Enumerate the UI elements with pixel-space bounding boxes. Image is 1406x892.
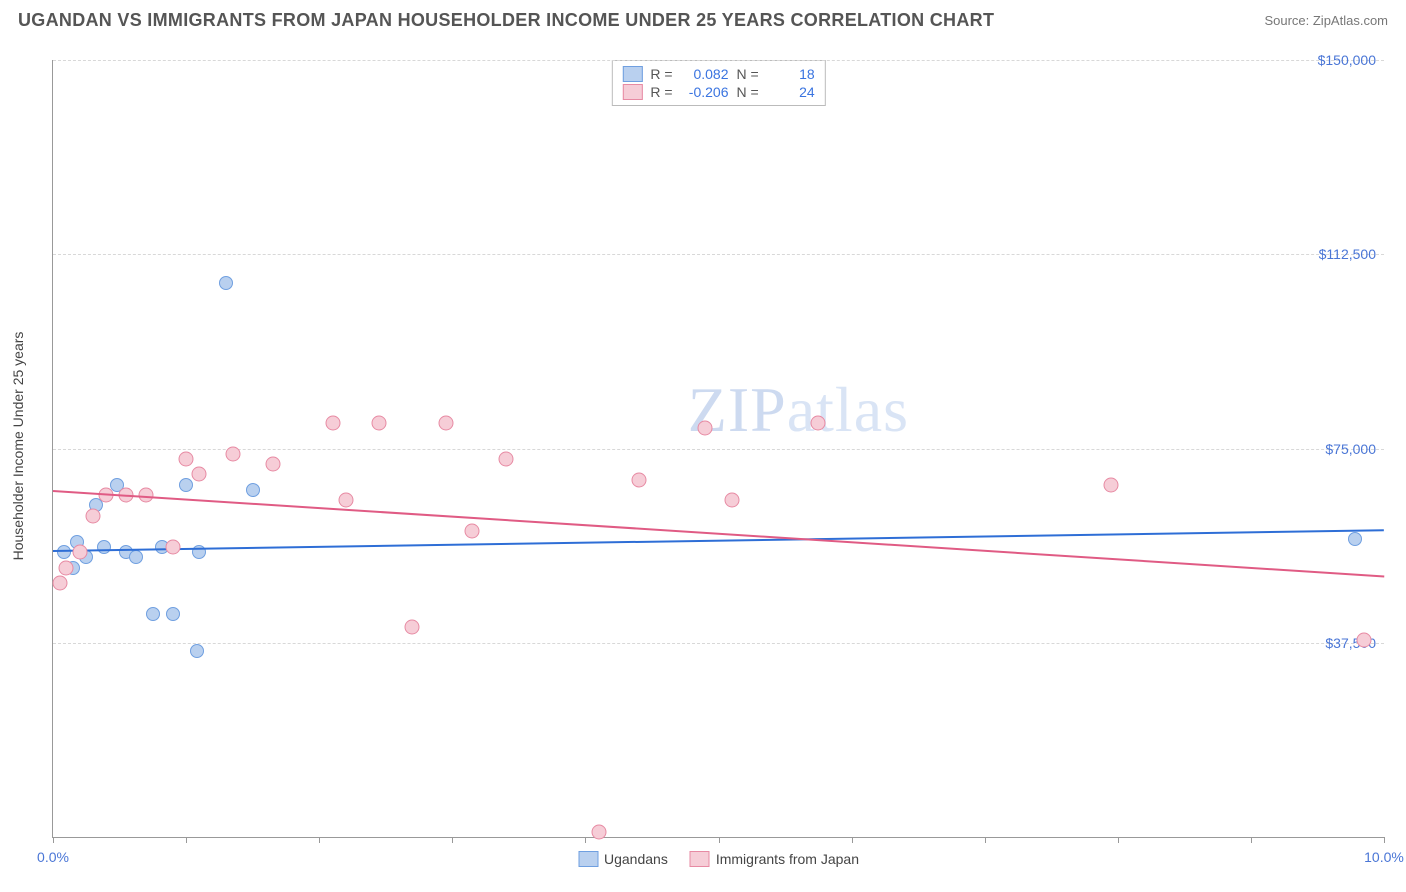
- legend-item: Immigrants from Japan: [690, 851, 859, 867]
- data-point: [219, 276, 233, 290]
- data-point: [166, 607, 180, 621]
- n-label: N =: [737, 66, 759, 82]
- x-tick: [1384, 837, 1385, 843]
- data-point: [146, 607, 160, 621]
- y-tick-label: $75,000: [1325, 441, 1376, 457]
- gridline: [53, 60, 1384, 61]
- data-point: [57, 545, 71, 559]
- y-tick-label: $150,000: [1318, 52, 1376, 68]
- x-tick: [985, 837, 986, 843]
- data-point: [591, 824, 606, 839]
- y-axis-label: Householder Income Under 25 years: [10, 332, 26, 561]
- data-point: [165, 539, 180, 554]
- x-tick: [852, 837, 853, 843]
- n-value: 24: [767, 84, 815, 100]
- chart-header: UGANDAN VS IMMIGRANTS FROM JAPAN HOUSEHO…: [0, 0, 1406, 37]
- gridline: [53, 449, 1384, 450]
- chart-source: Source: ZipAtlas.com: [1264, 13, 1388, 28]
- data-point: [325, 415, 340, 430]
- data-point: [265, 457, 280, 472]
- x-tick: [186, 837, 187, 843]
- data-point: [698, 420, 713, 435]
- data-point: [190, 644, 204, 658]
- data-point: [129, 550, 143, 564]
- n-value: 18: [767, 66, 815, 82]
- data-point: [811, 415, 826, 430]
- data-point: [372, 415, 387, 430]
- x-tick-label: 0.0%: [37, 849, 69, 865]
- legend-label: Immigrants from Japan: [716, 851, 859, 867]
- data-point: [192, 467, 207, 482]
- x-tick: [452, 837, 453, 843]
- x-tick: [53, 837, 54, 843]
- series-swatch: [622, 84, 642, 100]
- r-value: 0.082: [681, 66, 729, 82]
- legend-item: Ugandans: [578, 851, 668, 867]
- stats-row: R = -0.206 N = 24: [622, 83, 814, 101]
- data-point: [465, 524, 480, 539]
- stats-legend-box: R = 0.082 N = 18 R = -0.206 N = 24: [611, 60, 825, 106]
- gridline: [53, 643, 1384, 644]
- data-point: [52, 576, 67, 591]
- series-swatch: [622, 66, 642, 82]
- data-point: [179, 478, 193, 492]
- data-point: [1357, 633, 1372, 648]
- legend-swatch: [578, 851, 598, 867]
- data-point: [498, 451, 513, 466]
- data-point: [1104, 477, 1119, 492]
- data-point: [85, 508, 100, 523]
- data-point: [405, 620, 420, 635]
- data-point: [438, 415, 453, 430]
- watermark: ZIPatlas: [688, 373, 909, 447]
- data-point: [724, 493, 739, 508]
- chart-title: UGANDAN VS IMMIGRANTS FROM JAPAN HOUSEHO…: [18, 10, 994, 31]
- r-value: -0.206: [681, 84, 729, 100]
- legend-label: Ugandans: [604, 851, 668, 867]
- data-point: [631, 472, 646, 487]
- r-label: R =: [650, 84, 672, 100]
- y-tick-label: $112,500: [1319, 246, 1376, 262]
- x-tick-label: 10.0%: [1364, 849, 1404, 865]
- data-point: [72, 545, 87, 560]
- n-label: N =: [737, 84, 759, 100]
- data-point: [1348, 532, 1362, 546]
- series-legend: Ugandans Immigrants from Japan: [578, 851, 859, 867]
- x-tick: [1251, 837, 1252, 843]
- x-tick: [1118, 837, 1119, 843]
- data-point: [179, 451, 194, 466]
- data-point: [97, 540, 111, 554]
- x-tick: [719, 837, 720, 843]
- x-tick: [319, 837, 320, 843]
- data-point: [59, 560, 74, 575]
- data-point: [225, 446, 240, 461]
- data-point: [338, 493, 353, 508]
- x-tick: [585, 837, 586, 843]
- stats-row: R = 0.082 N = 18: [622, 65, 814, 83]
- legend-swatch: [690, 851, 710, 867]
- r-label: R =: [650, 66, 672, 82]
- gridline: [53, 254, 1384, 255]
- data-point: [246, 483, 260, 497]
- chart-plot-area: ZIPatlas R =0.082N =18R =-0.206N =24 Uga…: [52, 60, 1384, 838]
